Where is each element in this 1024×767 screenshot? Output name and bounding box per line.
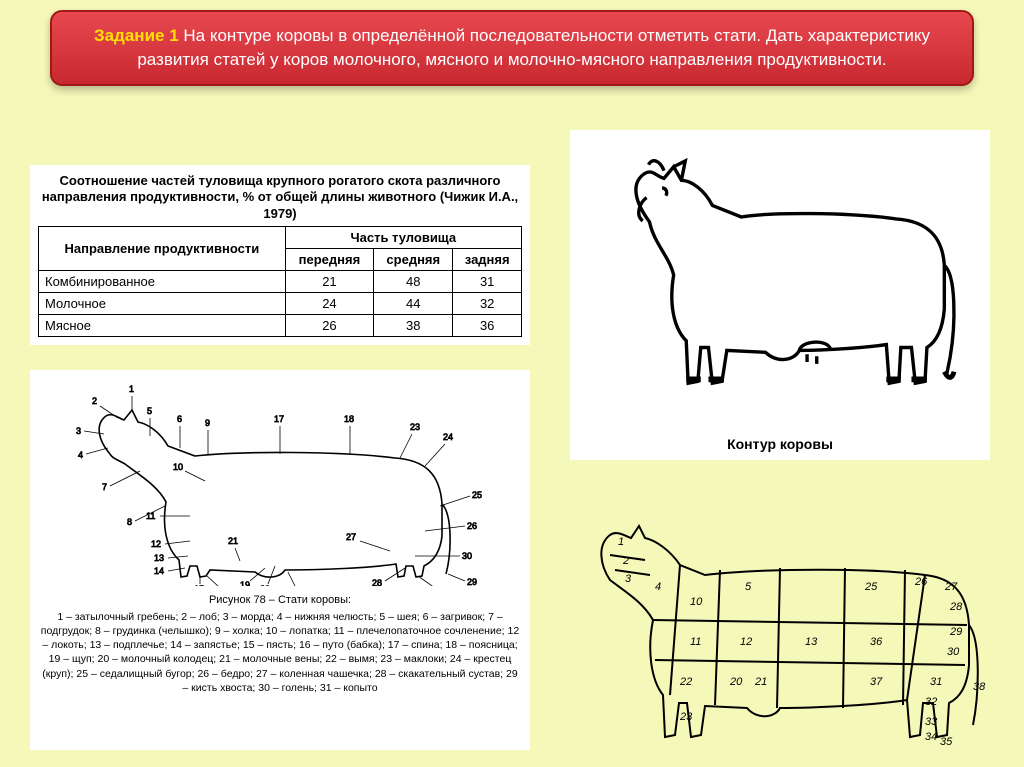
col-middle: средняя xyxy=(374,248,453,270)
stati-num: 19 xyxy=(240,580,250,586)
cell: 24 xyxy=(285,292,374,314)
cow-parts-panel: 1 2 3 4 5 10 11 12 13 20 21 22 23 25 26 … xyxy=(555,490,1000,755)
stati-num: 21 xyxy=(228,536,238,546)
part-num: 30 xyxy=(947,646,960,658)
cell: 26 xyxy=(285,314,374,336)
part-num: 33 xyxy=(925,716,938,728)
stati-num: 5 xyxy=(147,406,152,416)
part-num: 13 xyxy=(805,636,818,648)
cell: 38 xyxy=(374,314,453,336)
cow-parts-svg: 1 2 3 4 5 10 11 12 13 20 21 22 23 25 26 … xyxy=(555,490,1000,755)
stati-num: 28 xyxy=(372,578,382,586)
part-num: 12 xyxy=(740,636,752,648)
table-col-group-header: Часть туловища xyxy=(285,226,521,248)
part-num: 11 xyxy=(690,636,701,648)
task-header: Задание 1 На контуре коровы в определённ… xyxy=(50,10,974,86)
part-num: 3 xyxy=(625,573,632,585)
part-num: 35 xyxy=(940,736,953,748)
stati-num: 23 xyxy=(410,422,420,432)
proportions-table: Направление продуктивности Часть туловищ… xyxy=(38,226,522,337)
stati-num: 10 xyxy=(173,462,183,472)
part-num: 23 xyxy=(679,711,693,723)
cell: 44 xyxy=(374,292,453,314)
part-num: 1 xyxy=(618,536,624,548)
stati-num: 8 xyxy=(127,517,132,527)
part-num: 10 xyxy=(690,596,703,608)
proportions-table-panel: Соотношение частей туловища крупного рог… xyxy=(30,165,530,345)
stati-num: 15 xyxy=(194,584,204,586)
part-num: 28 xyxy=(949,601,963,613)
part-num: 36 xyxy=(870,636,883,648)
table-row-header: Направление продуктивности xyxy=(39,226,286,270)
part-num: 5 xyxy=(745,581,752,593)
task-text: На контуре коровы в определённой последо… xyxy=(137,26,930,69)
part-num: 4 xyxy=(655,581,661,593)
part-num: 34 xyxy=(925,731,937,743)
part-num: 25 xyxy=(864,581,878,593)
stati-num: 14 xyxy=(154,566,164,576)
stati-num: 3 xyxy=(76,426,81,436)
legend-text: 1 – затылочный гребень; 2 – лоб; 3 – мор… xyxy=(40,610,520,695)
cell: 31 xyxy=(453,270,522,292)
row-label: Комбинированное xyxy=(39,270,286,292)
stati-num: 12 xyxy=(151,539,161,549)
stati-num: 6 xyxy=(177,414,182,424)
cow-stati-diagram-panel: 1 2 3 4 5 6 7 8 9 10 11 12 13 14 15 16 1… xyxy=(30,370,530,750)
stati-num: 25 xyxy=(472,490,482,500)
stati-num: 26 xyxy=(467,521,477,531)
stati-num: 4 xyxy=(78,450,83,460)
stati-num: 18 xyxy=(344,414,354,424)
part-num: 2 xyxy=(622,555,629,567)
part-num: 26 xyxy=(914,576,928,588)
cow-stati-svg: 1 2 3 4 5 6 7 8 9 10 11 12 13 14 15 16 1… xyxy=(40,376,520,586)
part-num: 27 xyxy=(944,581,958,593)
cell: 32 xyxy=(453,292,522,314)
cow-outline-svg xyxy=(570,130,990,420)
cell: 21 xyxy=(285,270,374,292)
stati-legend: Рисунок 78 – Стати коровы: 1 – затылочны… xyxy=(40,593,520,695)
part-num: 21 xyxy=(754,676,767,688)
stati-num: 24 xyxy=(443,432,453,442)
cell: 48 xyxy=(374,270,453,292)
row-label: Мясное xyxy=(39,314,286,336)
col-front: передняя xyxy=(285,248,374,270)
part-num: 38 xyxy=(973,681,986,693)
stati-num: 17 xyxy=(274,414,284,424)
stati-num: 2 xyxy=(92,396,97,406)
part-num: 22 xyxy=(679,676,692,688)
stati-num: 1 xyxy=(129,384,134,394)
table-caption: Соотношение частей туловища крупного рог… xyxy=(38,173,522,222)
stati-num: 7 xyxy=(102,482,107,492)
legend-title: Рисунок 78 – Стати коровы: xyxy=(40,593,520,608)
cell: 36 xyxy=(453,314,522,336)
table-row: Мясное 26 38 36 xyxy=(39,314,522,336)
part-num: 37 xyxy=(870,676,883,688)
part-num: 31 xyxy=(930,676,942,688)
part-num: 29 xyxy=(949,626,962,638)
cow-outline-panel: Контур коровы xyxy=(570,130,990,460)
stati-num: 30 xyxy=(462,551,472,561)
stati-num: 27 xyxy=(346,532,356,542)
cow-outline-caption: Контур коровы xyxy=(570,436,990,452)
stati-num: 13 xyxy=(154,553,164,563)
stati-num: 29 xyxy=(467,577,477,586)
col-rear: задняя xyxy=(453,248,522,270)
stati-num: 11 xyxy=(146,511,155,521)
table-row: Молочное 24 44 32 xyxy=(39,292,522,314)
stati-num: 20 xyxy=(260,584,270,586)
table-row: Комбинированное 21 48 31 xyxy=(39,270,522,292)
task-number: Задание 1 xyxy=(94,26,179,45)
part-num: 20 xyxy=(729,676,743,688)
part-num: 32 xyxy=(925,696,937,708)
row-label: Молочное xyxy=(39,292,286,314)
stati-num: 9 xyxy=(205,418,210,428)
